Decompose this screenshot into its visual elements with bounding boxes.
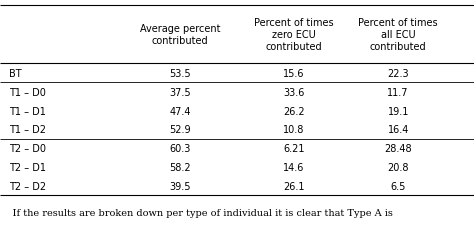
- Text: 33.6: 33.6: [283, 87, 305, 97]
- Text: 11.7: 11.7: [387, 87, 409, 97]
- Text: 15.6: 15.6: [283, 68, 305, 79]
- Text: 47.4: 47.4: [169, 106, 191, 116]
- Text: If the results are broken down per type of individual it is clear that Type A is: If the results are broken down per type …: [0, 208, 393, 217]
- Text: T2 – D1: T2 – D1: [9, 162, 46, 172]
- Text: T1 – D1: T1 – D1: [9, 106, 46, 116]
- Text: 16.4: 16.4: [387, 125, 409, 135]
- Text: Average percent
contributed: Average percent contributed: [140, 24, 220, 46]
- Text: 28.48: 28.48: [384, 144, 412, 154]
- Text: Percent of times
zero ECU
contributed: Percent of times zero ECU contributed: [254, 18, 334, 52]
- Text: BT: BT: [9, 68, 22, 79]
- Text: T1 – D2: T1 – D2: [9, 125, 46, 135]
- Text: 52.9: 52.9: [169, 125, 191, 135]
- Text: 53.5: 53.5: [169, 68, 191, 79]
- Text: 10.8: 10.8: [283, 125, 305, 135]
- Text: 58.2: 58.2: [169, 162, 191, 172]
- Text: 14.6: 14.6: [283, 162, 305, 172]
- Text: T2 – D2: T2 – D2: [9, 181, 46, 191]
- Text: 19.1: 19.1: [387, 106, 409, 116]
- Text: 39.5: 39.5: [169, 181, 191, 191]
- Text: 20.8: 20.8: [387, 162, 409, 172]
- Text: 60.3: 60.3: [169, 144, 191, 154]
- Text: T2 – D0: T2 – D0: [9, 144, 46, 154]
- Text: 6.5: 6.5: [391, 181, 406, 191]
- Text: T1 – D0: T1 – D0: [9, 87, 46, 97]
- Text: 26.1: 26.1: [283, 181, 305, 191]
- Text: 26.2: 26.2: [283, 106, 305, 116]
- Text: 6.21: 6.21: [283, 144, 305, 154]
- Text: 22.3: 22.3: [387, 68, 409, 79]
- Text: Percent of times
all ECU
contributed: Percent of times all ECU contributed: [358, 18, 438, 52]
- Text: 37.5: 37.5: [169, 87, 191, 97]
